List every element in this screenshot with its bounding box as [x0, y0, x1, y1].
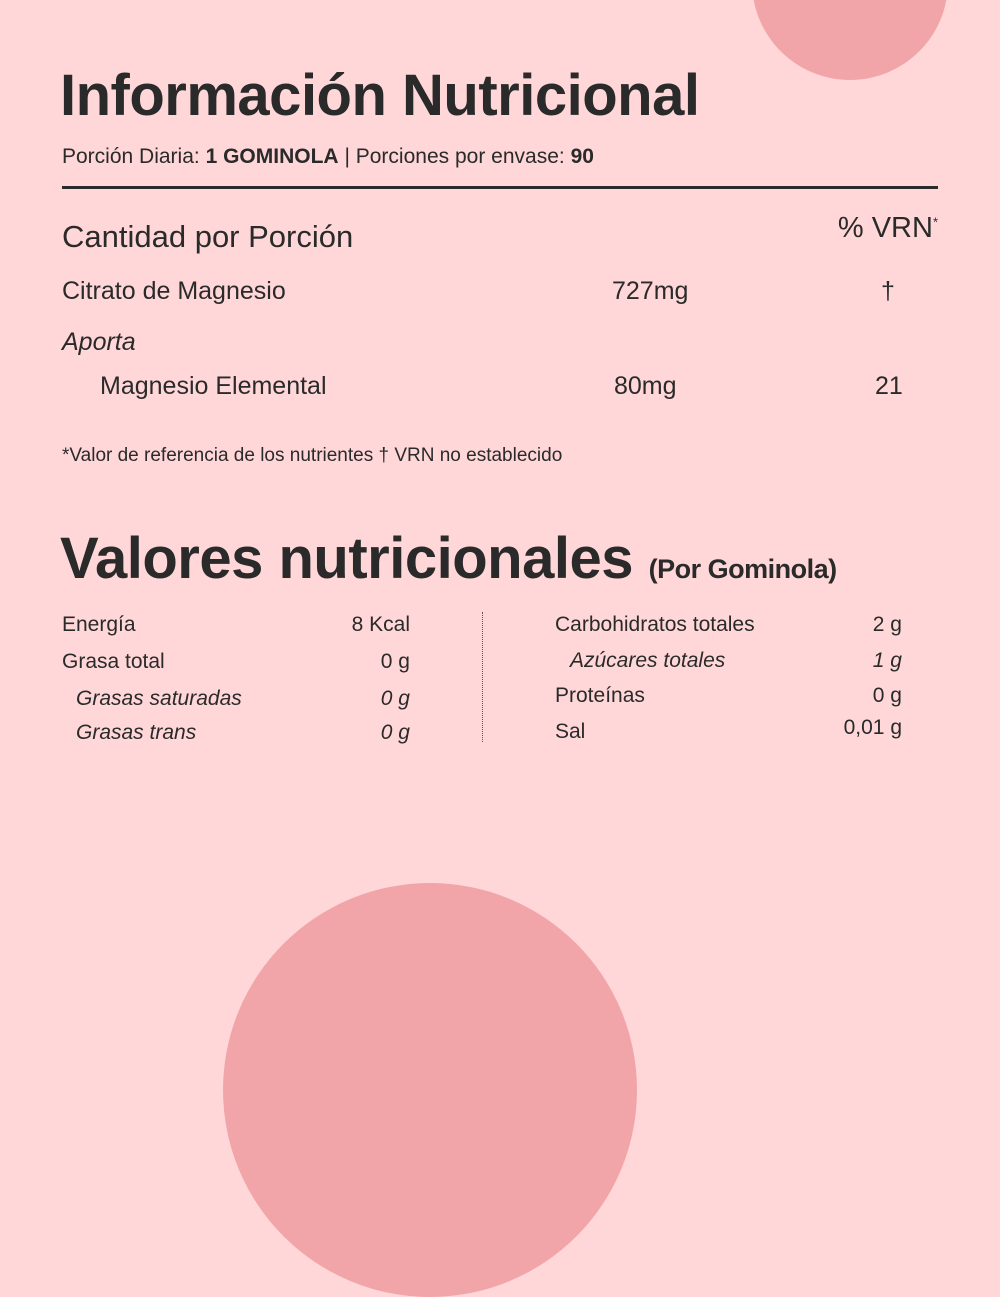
values-heading: Valores nutricionales (Por Gominola): [60, 525, 837, 592]
row-label-aporta: Aporta: [62, 328, 136, 356]
vrn-heading: % VRN*: [838, 212, 938, 245]
amount-heading: Cantidad por Porción: [62, 219, 354, 254]
row-name: Citrato de Magnesio: [62, 277, 286, 305]
nutrient-value: 1 g: [872, 649, 902, 672]
nutrient-name: Energía: [62, 613, 136, 636]
nutrient-value: 0 g: [380, 687, 410, 710]
daily-label: Porción Diaria:: [62, 145, 200, 168]
nutrient-value: 0,01 g: [843, 716, 902, 739]
vrn-heading-text: % VRN: [837, 212, 933, 244]
nutrient-name: Azúcares totales: [570, 649, 726, 672]
values-subheading: (Por Gominola): [648, 554, 838, 584]
values-heading-text: Valores nutricionales: [60, 526, 633, 591]
nutrient-name: Proteínas: [555, 684, 645, 707]
nutrient-name: Grasas trans: [76, 721, 197, 744]
daily-value: 1 GOMINOLA: [205, 145, 339, 168]
nutrient-value: 8 Kcal: [351, 613, 410, 636]
nutrient-value: 0 g: [380, 650, 410, 673]
decorative-circle-bottom: [223, 883, 637, 1297]
footnote: *Valor de referencia de los nutrientes †…: [62, 445, 563, 466]
divider: [62, 186, 938, 189]
decorative-circle-top: [752, 0, 948, 80]
vrn-asterisk: *: [932, 214, 938, 230]
row-name: Magnesio Elemental: [100, 372, 327, 400]
row-vrn: 21: [875, 372, 903, 400]
serving-info: Porción Diaria: 1 GOMINOLA | Porciones p…: [62, 145, 594, 169]
nutrient-name: Grasas saturadas: [76, 687, 242, 710]
per-pack-value: 90: [570, 145, 594, 168]
per-pack-label: Porciones por envase:: [355, 145, 565, 168]
column-divider: [482, 612, 483, 742]
row-vrn: †: [881, 277, 895, 305]
page-title: Información Nutricional: [60, 63, 700, 128]
nutrient-value: 0 g: [872, 684, 902, 707]
nutrient-name: Carbohidratos totales: [555, 613, 755, 636]
nutrient-value: 2 g: [872, 613, 902, 636]
separator: |: [344, 145, 350, 168]
row-amount: 80mg: [614, 372, 677, 400]
nutrient-name: Sal: [555, 720, 586, 743]
nutrient-name: Grasa total: [62, 650, 165, 673]
nutrient-value: 0 g: [380, 721, 410, 744]
row-amount: 727mg: [612, 277, 689, 305]
